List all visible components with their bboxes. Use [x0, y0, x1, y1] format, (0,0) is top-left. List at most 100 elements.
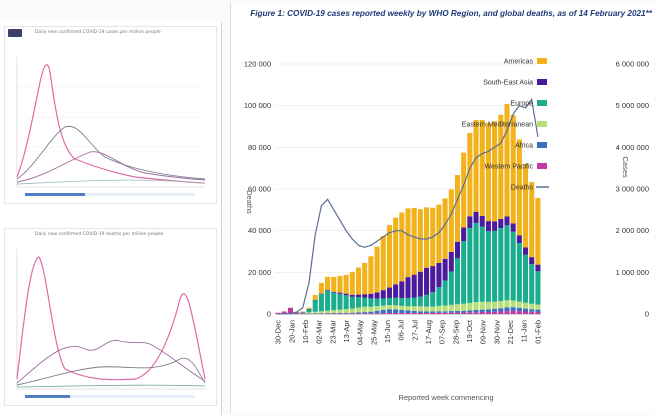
- left-axis-label: Deaths: [245, 190, 254, 214]
- x-tick-label: 04-May: [356, 320, 365, 345]
- bar-segment: [318, 293, 324, 312]
- deaths-tick-label: 40 000: [248, 226, 271, 235]
- bar-segment: [436, 311, 442, 313]
- bar-segment: [337, 309, 343, 313]
- bar-segment: [337, 313, 343, 314]
- bar-segment: [318, 311, 324, 314]
- bar-segment: [331, 310, 337, 314]
- bar-segment: [454, 241, 461, 259]
- bar-segment: [368, 298, 374, 307]
- bar-segment: [485, 231, 491, 302]
- main-chart-card: Figure 1: COVID-19 cases reported weekly…: [230, 2, 654, 413]
- bar-segment: [492, 301, 498, 309]
- bar-segment: [424, 207, 430, 268]
- bar-segment: [522, 164, 529, 248]
- bar-segment: [504, 307, 510, 312]
- bar-segment: [529, 182, 535, 258]
- bar-segment: [281, 311, 287, 314]
- bar-segment: [516, 311, 522, 314]
- bar-segment: [516, 139, 522, 236]
- bar-segment: [529, 311, 535, 314]
- bar-segment: [473, 312, 479, 314]
- bar-segment: [529, 257, 535, 265]
- x-tick-label: 15-Jun: [383, 320, 392, 343]
- bar-segment: [380, 236, 386, 291]
- bar-segment: [498, 219, 504, 229]
- deaths-tick-label: 80 000: [248, 143, 271, 152]
- bar-segment: [467, 312, 473, 314]
- bar-segment: [368, 306, 374, 312]
- bar-segment: [380, 290, 386, 299]
- legend-swatch: [537, 100, 547, 106]
- bar-segment: [461, 227, 467, 242]
- legend-swatch: [537, 142, 547, 148]
- bar-segment: [374, 313, 380, 314]
- bar-segment: [492, 230, 498, 302]
- bar-segment: [411, 207, 417, 275]
- bar-segment: [312, 294, 318, 300]
- deaths-tick-label: 100 000: [244, 101, 271, 110]
- bar-segment: [485, 301, 491, 310]
- bar-segment: [479, 301, 485, 310]
- legend-label: Deaths: [511, 185, 534, 192]
- bar-segment: [362, 313, 368, 314]
- bar-segment: [424, 267, 430, 295]
- bar-segment: [312, 311, 318, 314]
- bar-segment: [417, 296, 423, 307]
- bar-segment: [411, 312, 417, 314]
- bar-segment: [368, 313, 374, 314]
- bar-segment: [516, 243, 522, 302]
- x-tick-label: 25-May: [369, 320, 378, 345]
- legend-label: Eastern Mediterranean: [462, 122, 533, 129]
- bar-segment: [535, 271, 541, 305]
- bar-segment: [374, 306, 380, 311]
- bar-segment: [473, 211, 479, 223]
- x-tick-label: 02-Mar: [315, 320, 324, 344]
- bar-segment: [386, 309, 392, 313]
- x-tick-label: 30-Nov: [492, 320, 501, 344]
- bar-segment: [504, 300, 510, 308]
- bar-segment: [492, 221, 498, 231]
- right-axis-ticks: 0 1 000 000 2 000 000 3 000 000 4 000 000 5 0…: [616, 60, 649, 319]
- bar-segment: [473, 222, 479, 303]
- legend-swatch: [537, 163, 547, 169]
- bar-segment: [442, 198, 448, 259]
- bar-segment: [442, 280, 448, 306]
- bar-segment: [380, 305, 386, 310]
- legend: Americas South-East Asia Europe Eastern Med…: [462, 58, 549, 192]
- bar-segment: [386, 305, 392, 310]
- bar-segment: [535, 197, 541, 265]
- bar-segment: [349, 271, 355, 295]
- x-tick-label: 27-Jul: [410, 320, 419, 341]
- bar-segment: [349, 294, 355, 297]
- deaths-tick-label: 20 000: [248, 268, 271, 277]
- bar-segment: [454, 304, 461, 311]
- bar-segment: [430, 291, 436, 307]
- bar-segment: [355, 294, 362, 298]
- bar-segment: [325, 290, 331, 311]
- bar-segment: [535, 264, 541, 272]
- x-tick-label: 30-Dec: [274, 320, 283, 344]
- bar-segment: [362, 312, 368, 314]
- bar-segment: [516, 307, 522, 312]
- cases-tick-label: 6 000 000: [616, 60, 649, 69]
- bar-segment: [504, 104, 510, 217]
- bar-segment: [380, 313, 386, 314]
- bar-segment: [492, 121, 498, 222]
- cases-tick-label: 0: [645, 310, 649, 319]
- bar-segment: [368, 311, 374, 314]
- bar-segment: [380, 298, 386, 306]
- bar-segment: [312, 300, 318, 312]
- legend-label: Europe: [510, 101, 533, 108]
- mini-chart-deaths-plot: [16, 249, 206, 398]
- bar-segment: [504, 311, 510, 314]
- bar-segment: [331, 292, 337, 311]
- chart-title: Figure 1: COVID-19 cases reported weekly…: [250, 9, 652, 18]
- bar-segment: [442, 311, 448, 313]
- bar-segment: [399, 310, 405, 313]
- bar-segment: [399, 297, 405, 306]
- bar-segment: [399, 281, 405, 298]
- cases-tick-label: 3 000 000: [616, 185, 649, 194]
- bar-segment: [424, 294, 430, 307]
- bar-segment: [368, 293, 374, 299]
